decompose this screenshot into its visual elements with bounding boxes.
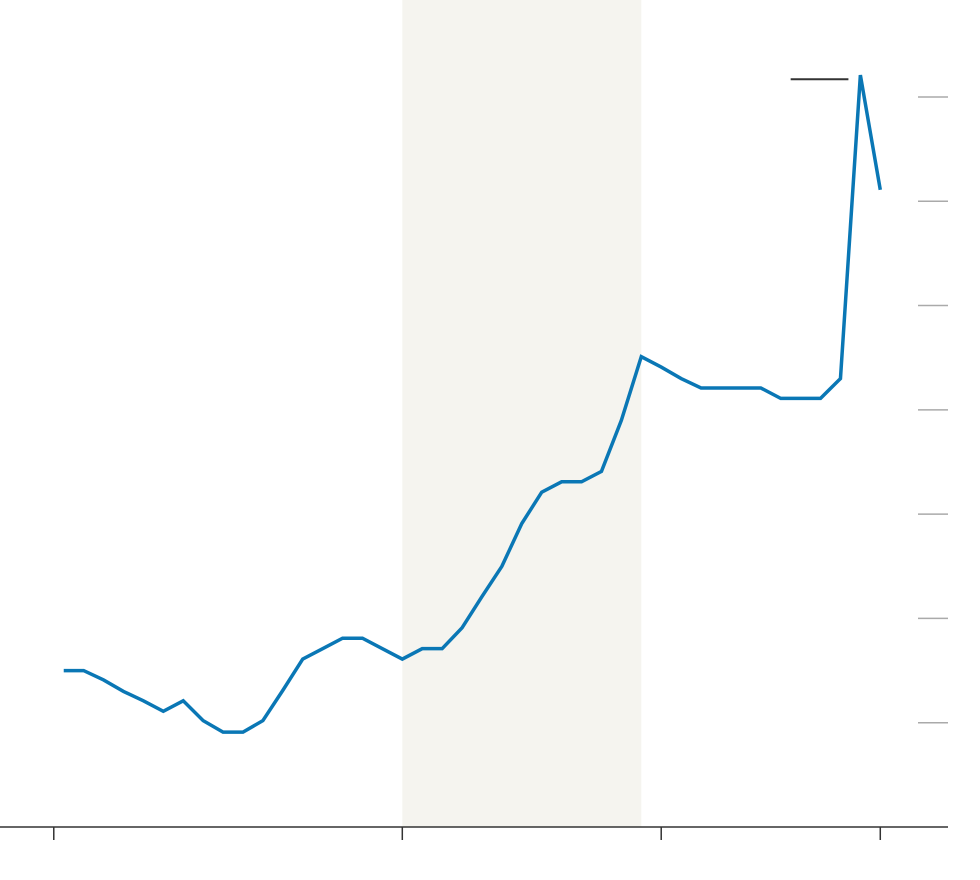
data-line [63, 74, 883, 734]
shaded-period [402, 0, 642, 827]
